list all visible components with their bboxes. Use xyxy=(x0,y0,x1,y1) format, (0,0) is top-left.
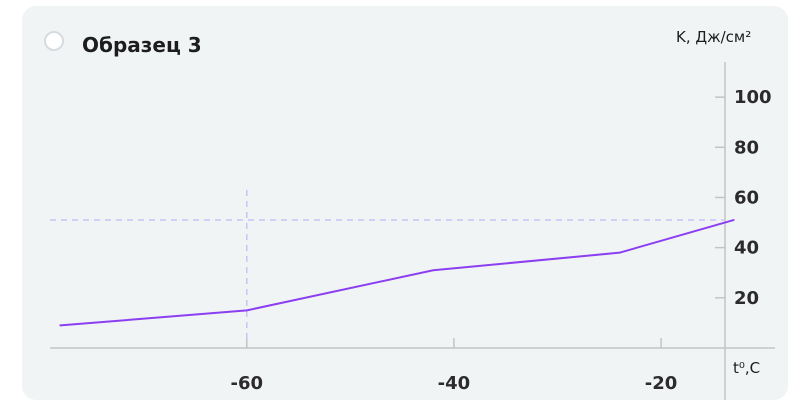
chart-card xyxy=(22,6,788,400)
card-title: Образец 3 xyxy=(82,33,202,57)
series-line xyxy=(59,219,735,327)
y-tick-label: 20 xyxy=(734,288,759,309)
y-tick-label: 100 xyxy=(734,87,772,108)
y-axis-label: K, Дж/см² xyxy=(676,28,752,46)
x-tick-label: -40 xyxy=(438,373,471,394)
x-tick-label: -60 xyxy=(231,373,264,394)
sample-radio-button[interactable] xyxy=(44,31,64,51)
y-tick-label: 60 xyxy=(734,187,759,208)
x-axis-label: t⁰,C xyxy=(733,359,761,377)
y-tick-label: 80 xyxy=(734,137,759,158)
y-tick-label: 40 xyxy=(734,238,759,259)
x-tick-label: -20 xyxy=(645,373,678,394)
